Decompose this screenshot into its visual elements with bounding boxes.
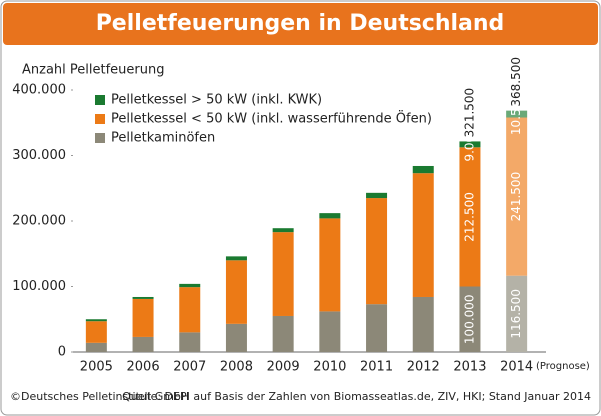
legend-label: Pelletkaminöfen: [111, 131, 215, 146]
bar-segment: [85, 342, 107, 352]
bar-segment: [179, 287, 201, 333]
value-label: 241.500: [509, 172, 523, 222]
bar-segment: [272, 232, 294, 316]
bar-segment: [179, 283, 201, 288]
value-label: 212.500: [462, 192, 476, 242]
bar-segment: [132, 296, 154, 299]
bar-segment: [319, 218, 341, 312]
bar-segment: [366, 198, 388, 305]
x-tick-label: 2007: [173, 360, 206, 375]
bar-segment: [132, 336, 154, 352]
bar-segment: [225, 323, 247, 352]
bar-segment: [272, 315, 294, 352]
bar-segment: [225, 260, 247, 324]
legend-label: Pelletkessel < 50 kW (inkl. wasserführen…: [111, 110, 432, 127]
footer-left: ©Deutsches Pelletinstitut GmbH: [10, 390, 189, 403]
bar-segment: [366, 304, 388, 352]
value-label: 116.500: [509, 289, 523, 339]
bar-segment: [272, 228, 294, 233]
x-tick-label: 2008: [220, 360, 253, 375]
y-tick-label: 300.000: [12, 148, 66, 163]
title-banner: [3, 3, 598, 45]
bar-segment: [506, 275, 528, 352]
bar-segment: [459, 286, 481, 352]
bar-segment: [132, 298, 154, 337]
y-tick-label: 0: [58, 345, 66, 360]
y-axis-label: Anzahl Pelletfeuerung: [22, 63, 165, 78]
bar-segment: [366, 192, 388, 199]
y-tick-label: 100.000: [12, 279, 66, 294]
x-tick-label: 2014: [500, 360, 533, 375]
bar-segment: [506, 110, 528, 118]
legend-swatch: [95, 95, 105, 105]
y-tick-label: 200.000: [12, 214, 66, 229]
bar-segment: [319, 311, 341, 352]
x-tick-label: 2005: [80, 360, 113, 375]
total-label: 368.500: [509, 57, 523, 107]
legend-swatch: [95, 114, 105, 124]
bar-segment: [85, 319, 107, 322]
y-tick-label: 400.000: [12, 83, 66, 98]
category-note: (Prognose): [536, 361, 590, 372]
bar-segment: [225, 256, 247, 261]
bar-segment: [412, 296, 434, 352]
bar-segment: [179, 332, 201, 352]
x-tick-label: 2006: [127, 360, 160, 375]
bar-segment: [319, 213, 341, 219]
bar-segment: [412, 165, 434, 174]
x-tick-label: 2013: [453, 360, 486, 375]
bar-segment: [412, 173, 434, 297]
bar-segment: [506, 117, 528, 276]
x-tick-label: 2012: [407, 360, 440, 375]
bar-segment: [459, 141, 481, 148]
chart-title: Pelletfeuerungen in Deutschland: [96, 11, 505, 36]
value-label: 9.000: [462, 127, 476, 161]
legend-label: Pelletkessel > 50 kW (inkl. KWK): [111, 93, 322, 108]
x-tick-label: 2011: [360, 360, 393, 375]
total-label: 321.500: [462, 88, 476, 138]
bar-segment: [459, 147, 481, 287]
x-tick-label: 2009: [267, 360, 300, 375]
value-label: 100.000: [462, 294, 476, 344]
x-tick-label: 2010: [313, 360, 346, 375]
bar-segment: [85, 321, 107, 343]
value-label: 10.500: [509, 93, 523, 135]
legend-swatch: [95, 133, 105, 143]
footer-right: Quelle: DEPI auf Basis der Zahlen von Bi…: [122, 390, 591, 403]
